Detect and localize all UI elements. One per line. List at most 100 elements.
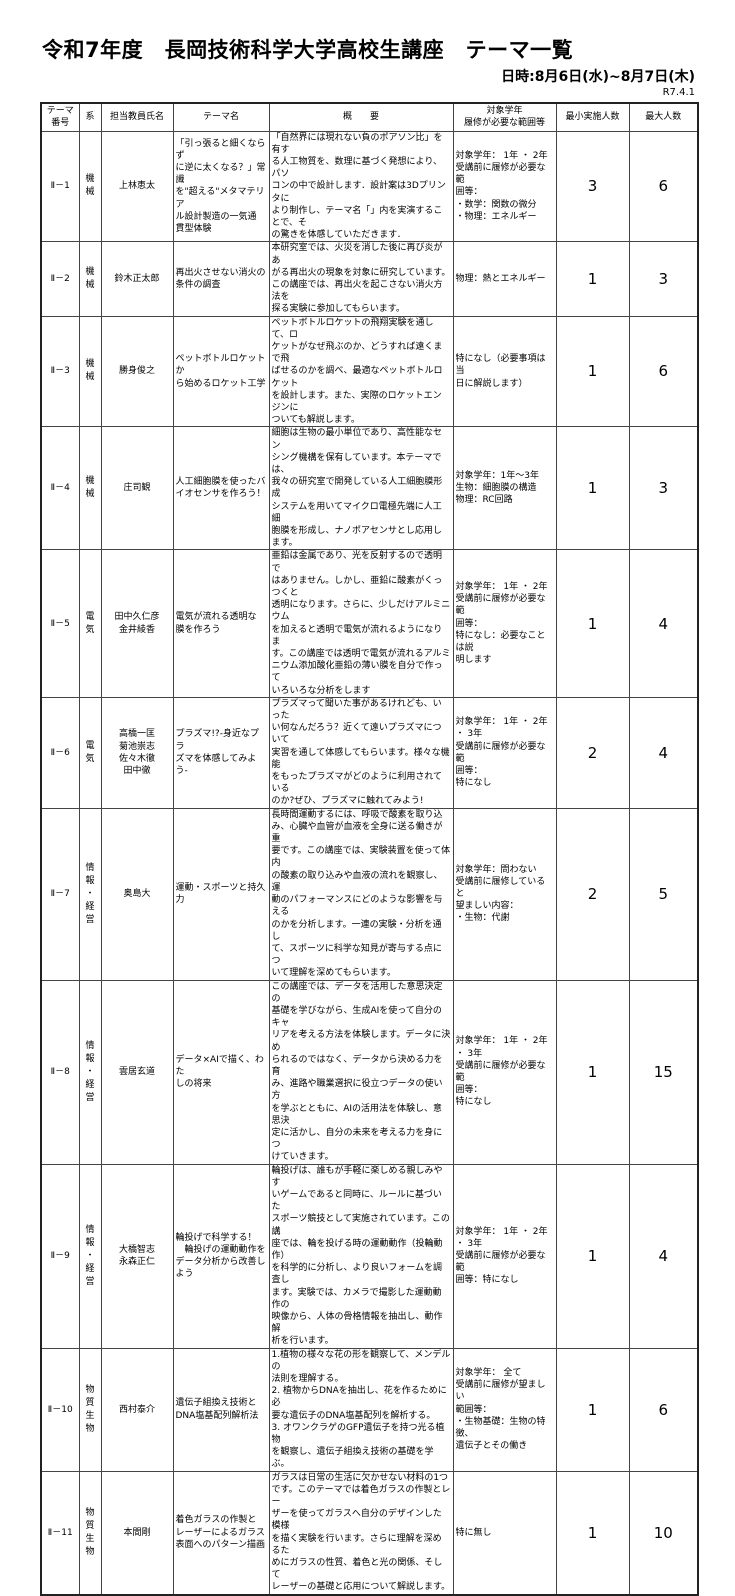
department-cell: 情 報 ・ 経 営 bbox=[78, 807, 102, 981]
theme-name-cell: プラズマ!?-身近なプラ ズマを体感してみよう- bbox=[172, 696, 270, 809]
table-row: Ⅱ－10 物 質 生 物西村泰介 遺伝子組換え技術と DNA塩基配列解析法 1.植物の… bbox=[40, 1347, 699, 1472]
table-row: Ⅱ－4 機 械庄司観 人工細胞膜を使ったバ イオセンサを作ろう！ 細胞は生物の最小単位… bbox=[40, 426, 699, 551]
min-participants-cell: 1 bbox=[555, 1470, 630, 1596]
header-theme-name: テーマ名 bbox=[172, 102, 270, 132]
min-participants-cell: 2 bbox=[555, 807, 630, 981]
teacher-name-cell: 本間剛 bbox=[100, 1470, 174, 1596]
teacher-name-cell: 上林恵太 bbox=[100, 130, 174, 243]
theme-number-cell: Ⅱ－9 bbox=[40, 1163, 80, 1349]
summary-cell: 本研究室では、火災を消した後に再び炎があ がる再出火の現象を対象に研究しています… bbox=[268, 241, 454, 317]
theme-name-cell: 運動・スポーツと持久 力 bbox=[172, 807, 270, 981]
theme-number-cell: Ⅱ－11 bbox=[40, 1470, 80, 1596]
max-participants-cell: 5 bbox=[628, 807, 699, 981]
requirements-cell: 特になし（必要事項は当 日に解説します） bbox=[452, 315, 557, 428]
header-max-participants: 最大人数 bbox=[628, 102, 699, 132]
requirements-cell: 対象学年： 1年 ・ 2年 ・ 3年 受講前に履修が必要な範 囲等：特になし bbox=[452, 1163, 557, 1349]
table-row: Ⅱ－6 電 気高橋一匡 菊池崇志 佐々木徹 田中徹 プラズマ!?-身近なプラ ズマを… bbox=[40, 696, 699, 809]
department-cell: 機 械 bbox=[78, 426, 102, 551]
summary-cell: この講座では、データを活用した意思決定の 基礎を学びながら、生成AIを使って自分… bbox=[268, 979, 454, 1165]
min-participants-cell: 1 bbox=[555, 241, 630, 317]
max-participants-cell: 4 bbox=[628, 696, 699, 809]
teacher-name-cell: 西村泰介 bbox=[100, 1347, 174, 1472]
teacher-name-cell: 大橋智志 永森正仁 bbox=[100, 1163, 174, 1349]
max-participants-cell: 6 bbox=[628, 315, 699, 428]
min-participants-cell: 1 bbox=[555, 979, 630, 1165]
theme-number-cell: Ⅱ－6 bbox=[40, 696, 80, 809]
theme-name-cell: 「引っ張ると細くならず に逆に太くなる？」常識 を"超える"メタマテリア ル設計… bbox=[172, 130, 270, 243]
theme-number-cell: Ⅱ－5 bbox=[40, 549, 80, 698]
table-row: Ⅱ－2 機 械鈴木正太郎 再出火させない消火の 条件の調査 本研究室では、火災を消した… bbox=[40, 241, 699, 317]
max-participants-cell: 10 bbox=[628, 1470, 699, 1596]
requirements-cell: 特に無し bbox=[452, 1470, 557, 1596]
theme-number-cell: Ⅱ－2 bbox=[40, 241, 80, 317]
header-teacher: 担当教員氏名 bbox=[100, 102, 174, 132]
teacher-name-cell: 庄司観 bbox=[100, 426, 174, 551]
summary-cell: ペットボトルロケットの飛翔実験を通して、ロ ケットがなぜ飛ぶのか、どうすれば遠く… bbox=[268, 315, 454, 428]
teacher-name-cell: 高橋一匡 菊池崇志 佐々木徹 田中徹 bbox=[100, 696, 174, 809]
min-participants-cell: 1 bbox=[555, 426, 630, 551]
summary-cell: プラズマって聞いた事があるけれども、いった い何なんだろう？近くて遠いプラズマに… bbox=[268, 696, 454, 809]
department-cell: 機 械 bbox=[78, 241, 102, 317]
table-header-row: テーマ 番号 系 担当教員氏名 テーマ名 概 要 対象学年 履修が必要な範囲等 … bbox=[40, 102, 699, 132]
summary-cell: 亜鉛は金属であり、光を反射するので透明で はありません。しかし、亜鉛に酸素がくっ… bbox=[268, 549, 454, 698]
teacher-name-cell: 雲居玄道 bbox=[100, 979, 174, 1165]
theme-number-cell: Ⅱ－4 bbox=[40, 426, 80, 551]
table-row: Ⅱ－3 機 械勝身俊之 ペットボトルロケットか ら始めるロケット工学 ペットボトルロケ… bbox=[40, 315, 699, 428]
min-participants-cell: 2 bbox=[555, 696, 630, 809]
max-participants-cell: 3 bbox=[628, 241, 699, 317]
theme-number-cell: Ⅱ－1 bbox=[40, 130, 80, 243]
min-participants-cell: 1 bbox=[555, 1347, 630, 1472]
requirements-cell: 対象学年：1年～3年 生物：細胞膜の構造 物理：RC回路 bbox=[452, 426, 557, 551]
summary-cell: 1.植物の様々な花の形を観察して、メンデルの 法則を理解する。 2. 植物からD… bbox=[268, 1347, 454, 1472]
requirements-cell: 対象学年： 全て 受講前に履修が望ましい 範囲等： ・生物基礎：生物の特徴、 遺… bbox=[452, 1347, 557, 1472]
summary-cell: ガラスは日常の生活に欠かせない材料の1つ です。このテーマでは着色ガラスの作製と… bbox=[268, 1470, 454, 1596]
theme-name-cell: 遺伝子組換え技術と DNA塩基配列解析法 bbox=[172, 1347, 270, 1472]
department-cell: 物 質 生 物 bbox=[78, 1347, 102, 1472]
department-cell: 情 報 ・ 経 営 bbox=[78, 979, 102, 1165]
min-participants-cell: 1 bbox=[555, 315, 630, 428]
requirements-cell: 物理：熱とエネルギー bbox=[452, 241, 557, 317]
summary-cell: 細胞は生物の最小単位であり、高性能なセン シング機構を保有しています。本テーマで… bbox=[268, 426, 454, 551]
theme-number-cell: Ⅱ－8 bbox=[40, 979, 80, 1165]
header-theme-number: テーマ 番号 bbox=[40, 102, 80, 132]
department-cell: 電 気 bbox=[78, 696, 102, 809]
theme-number-cell: Ⅱ－10 bbox=[40, 1347, 80, 1472]
theme-name-cell: ペットボトルロケットか ら始めるロケット工学 bbox=[172, 315, 270, 428]
theme-name-cell: 再出火させない消火の 条件の調査 bbox=[172, 241, 270, 317]
max-participants-cell: 6 bbox=[628, 130, 699, 243]
department-cell: 電 気 bbox=[78, 549, 102, 698]
table-row: Ⅱ－1 機 械上林恵太 「引っ張ると細くならず に逆に太くなる？」常識 を"超える"… bbox=[40, 130, 699, 243]
theme-number-cell: Ⅱ－3 bbox=[40, 315, 80, 428]
max-participants-cell: 3 bbox=[628, 426, 699, 551]
event-date: 日時:8月6日(水)~8月7日(木) bbox=[501, 69, 695, 85]
table-row: Ⅱ－7 情 報 ・ 経 営奥島大 運動・スポーツと持久 力長時間運動するには、呼吸で… bbox=[40, 807, 699, 981]
min-participants-cell: 3 bbox=[555, 130, 630, 243]
requirements-cell: 対象学年： 1年 ・ 2年 ・ 3年 受講前に履修が必要な範 囲等： 特になし bbox=[452, 696, 557, 809]
max-participants-cell: 4 bbox=[628, 549, 699, 698]
teacher-name-cell: 奥島大 bbox=[100, 807, 174, 981]
requirements-cell: 対象学年： 1年 ・ 2年 受講前に履修が必要な範 囲等： ・数学：関数の微分 … bbox=[452, 130, 557, 243]
page-title: 令和7年度 長岡技術科学大学高校生講座 テーマ一覧 bbox=[42, 38, 574, 62]
summary-cell: 輪投げは、誰もが手軽に楽しめる親しみやす いゲームであると同時に、ルールに基づい… bbox=[268, 1163, 454, 1349]
summary-cell: 長時間運動するには、呼吸で酸素を取り込 み、心臓や血管が血液を全身に送る働きが重… bbox=[268, 807, 454, 981]
table-row: Ⅱ－11 物 質 生 物本間剛 着色ガラスの作製と レーザーによるガラス 表面へのパ… bbox=[40, 1470, 699, 1596]
summary-cell: 「自然界には現れない負のポアソン比」を有す る人工物質を、数理に基づく発想により… bbox=[268, 130, 454, 243]
theme-name-cell: 輪投げで科学する！ 輪投げの運動動作を データ分析から改善し よう bbox=[172, 1163, 270, 1349]
requirements-cell: 対象学年： 1年 ・ 2年 受講前に履修が必要な範 囲等： 特になし：必要なこと… bbox=[452, 549, 557, 698]
table-row: Ⅱ－8 情 報 ・ 経 営雲居玄道 データ×AIで描く、わた しの将来 この講座では、… bbox=[40, 979, 699, 1165]
requirements-cell: 対象学年： 1年 ・ 2年 ・ 3年 受講前に履修が必要な範 囲等： 特になし bbox=[452, 979, 557, 1165]
header-requirements: 対象学年 履修が必要な範囲等 bbox=[452, 102, 557, 132]
theme-number-cell: Ⅱ－7 bbox=[40, 807, 80, 981]
header-department: 系 bbox=[78, 102, 102, 132]
table-row: Ⅱ－5 電 気田中久仁彦 金井綾香 電気が流れる透明な 膜を作ろう 亜鉛は金属であり、… bbox=[40, 549, 699, 698]
teacher-name-cell: 鈴木正太郎 bbox=[100, 241, 174, 317]
theme-name-cell: データ×AIで描く、わた しの将来 bbox=[172, 979, 270, 1165]
min-participants-cell: 1 bbox=[555, 1163, 630, 1349]
header-min-participants: 最小実施人数 bbox=[555, 102, 630, 132]
max-participants-cell: 4 bbox=[628, 1163, 699, 1349]
max-participants-cell: 6 bbox=[628, 1347, 699, 1472]
teacher-name-cell: 勝身俊之 bbox=[100, 315, 174, 428]
requirements-cell: 対象学年：問わない 受講前に履修していると 望ましい内容： ・生物：代謝 bbox=[452, 807, 557, 981]
theme-table: テーマ 番号 系 担当教員氏名 テーマ名 概 要 対象学年 履修が必要な範囲等 … bbox=[40, 102, 699, 1596]
department-cell: 機 械 bbox=[78, 315, 102, 428]
